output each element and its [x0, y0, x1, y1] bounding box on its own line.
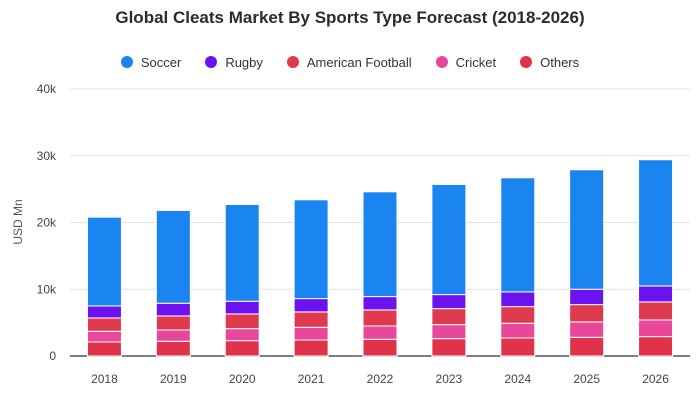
- bar-segment-rugby-2026[interactable]: [638, 285, 674, 303]
- legend-marker-soccer: [120, 56, 133, 68]
- bar-segment-cricket-2022[interactable]: [362, 325, 398, 340]
- legend-label-others: Others: [540, 54, 580, 70]
- bar-segment-cricket-2023[interactable]: [431, 324, 467, 340]
- bar-segment-others-2026[interactable]: [638, 336, 674, 357]
- bar-segment-others-2020[interactable]: [224, 340, 260, 357]
- x-tick-label: 2019: [160, 372, 187, 386]
- bar-segment-american-football-2023[interactable]: [431, 308, 467, 326]
- x-tick-label: 2022: [367, 372, 394, 386]
- y-tick-label: 40k: [37, 82, 57, 96]
- bar-segment-american-football-2025[interactable]: [569, 304, 605, 323]
- bar-segment-soccer-2022[interactable]: [362, 191, 398, 298]
- bar-segment-cricket-2019[interactable]: [155, 329, 191, 342]
- legend-item-others[interactable]: Others: [520, 55, 579, 70]
- y-tick-label: 10k: [37, 282, 57, 296]
- legend-label-american-football: American Football: [306, 54, 412, 70]
- bar-segment-soccer-2019[interactable]: [155, 209, 191, 304]
- bar-segment-american-football-2021[interactable]: [293, 311, 329, 328]
- bar-segment-rugby-2020[interactable]: [224, 300, 260, 315]
- bar-segment-american-football-2022[interactable]: [362, 309, 398, 327]
- bar-segment-rugby-2018[interactable]: [86, 305, 122, 319]
- bar-segment-american-football-2026[interactable]: [638, 301, 674, 321]
- bar-segment-rugby-2019[interactable]: [155, 302, 191, 317]
- bar-segment-soccer-2018[interactable]: [86, 216, 122, 307]
- bar-segment-cricket-2020[interactable]: [224, 328, 260, 342]
- bar-segment-soccer-2021[interactable]: [293, 199, 329, 300]
- y-axis-title: USD Mn: [11, 199, 25, 244]
- x-tick-label: 2025: [573, 372, 600, 386]
- x-tick-label: 2020: [229, 372, 256, 386]
- legend-label-rugby: Rugby: [225, 54, 263, 70]
- bar-segment-american-football-2019[interactable]: [155, 315, 191, 331]
- bar-segment-others-2021[interactable]: [293, 339, 329, 357]
- x-tick-label: 2021: [298, 372, 325, 386]
- chart-legend: Soccer Rugby American Football Cricket O…: [0, 53, 700, 71]
- bar-segment-rugby-2024[interactable]: [500, 291, 536, 308]
- bar-segment-american-football-2024[interactable]: [500, 306, 536, 324]
- bar-segment-american-football-2020[interactable]: [224, 313, 260, 330]
- legend-label-soccer: Soccer: [140, 54, 182, 70]
- bar-segment-cricket-2021[interactable]: [293, 326, 329, 341]
- legend-item-cricket[interactable]: Cricket: [435, 54, 497, 70]
- legend-marker-others: [520, 56, 533, 68]
- bar-segment-soccer-2024[interactable]: [500, 177, 536, 293]
- chart-title: Global Cleats Market By Sports Type Fore…: [115, 8, 585, 27]
- y-tick-label: 20k: [37, 216, 57, 230]
- bar-segment-others-2023[interactable]: [431, 338, 467, 357]
- x-tick-label: 2018: [91, 372, 118, 386]
- bar-segment-cricket-2018[interactable]: [86, 330, 122, 343]
- bar-segment-others-2022[interactable]: [362, 338, 398, 357]
- bar-segment-cricket-2025[interactable]: [569, 321, 605, 338]
- tick-labels: 0 10k 20k 30k 40k 2018 2019 2020 2021 2022 2023 202…: [37, 82, 670, 386]
- legend-marker-rugby: [205, 56, 218, 68]
- bar-segment-cricket-2026[interactable]: [638, 319, 674, 338]
- bar-segment-others-2024[interactable]: [500, 337, 536, 357]
- legend-label-cricket: Cricket: [455, 54, 497, 70]
- y-tick-label: 30k: [37, 149, 57, 163]
- legend-marker-american-football: [286, 56, 299, 68]
- bar-segment-soccer-2023[interactable]: [431, 183, 467, 296]
- x-tick-label: 2026: [642, 372, 669, 386]
- bar-segment-others-2025[interactable]: [569, 336, 605, 357]
- bar-segment-soccer-2025[interactable]: [569, 169, 605, 290]
- bar-segment-rugby-2025[interactable]: [569, 288, 605, 306]
- bar-segment-rugby-2023[interactable]: [431, 294, 467, 310]
- bars: [86, 159, 674, 357]
- bar-segment-soccer-2026[interactable]: [638, 159, 674, 287]
- x-tick-label: 2023: [436, 372, 463, 386]
- legend-item-american-football[interactable]: American Football: [286, 54, 412, 70]
- bar-segment-others-2018[interactable]: [86, 341, 122, 357]
- legend-item-soccer[interactable]: Soccer: [120, 54, 182, 70]
- y-tick-label: 0: [49, 349, 56, 363]
- legend-item-rugby[interactable]: Rugby: [205, 55, 263, 70]
- legend-marker-cricket: [435, 56, 448, 68]
- bar-segment-rugby-2021[interactable]: [293, 298, 329, 313]
- bar-segment-american-football-2018[interactable]: [86, 317, 122, 332]
- x-tick-label: 2024: [504, 372, 531, 386]
- bar-segment-rugby-2022[interactable]: [362, 296, 398, 311]
- bar-segment-soccer-2020[interactable]: [224, 203, 260, 302]
- bar-segment-cricket-2024[interactable]: [500, 322, 536, 339]
- bar-segment-others-2019[interactable]: [155, 340, 191, 357]
